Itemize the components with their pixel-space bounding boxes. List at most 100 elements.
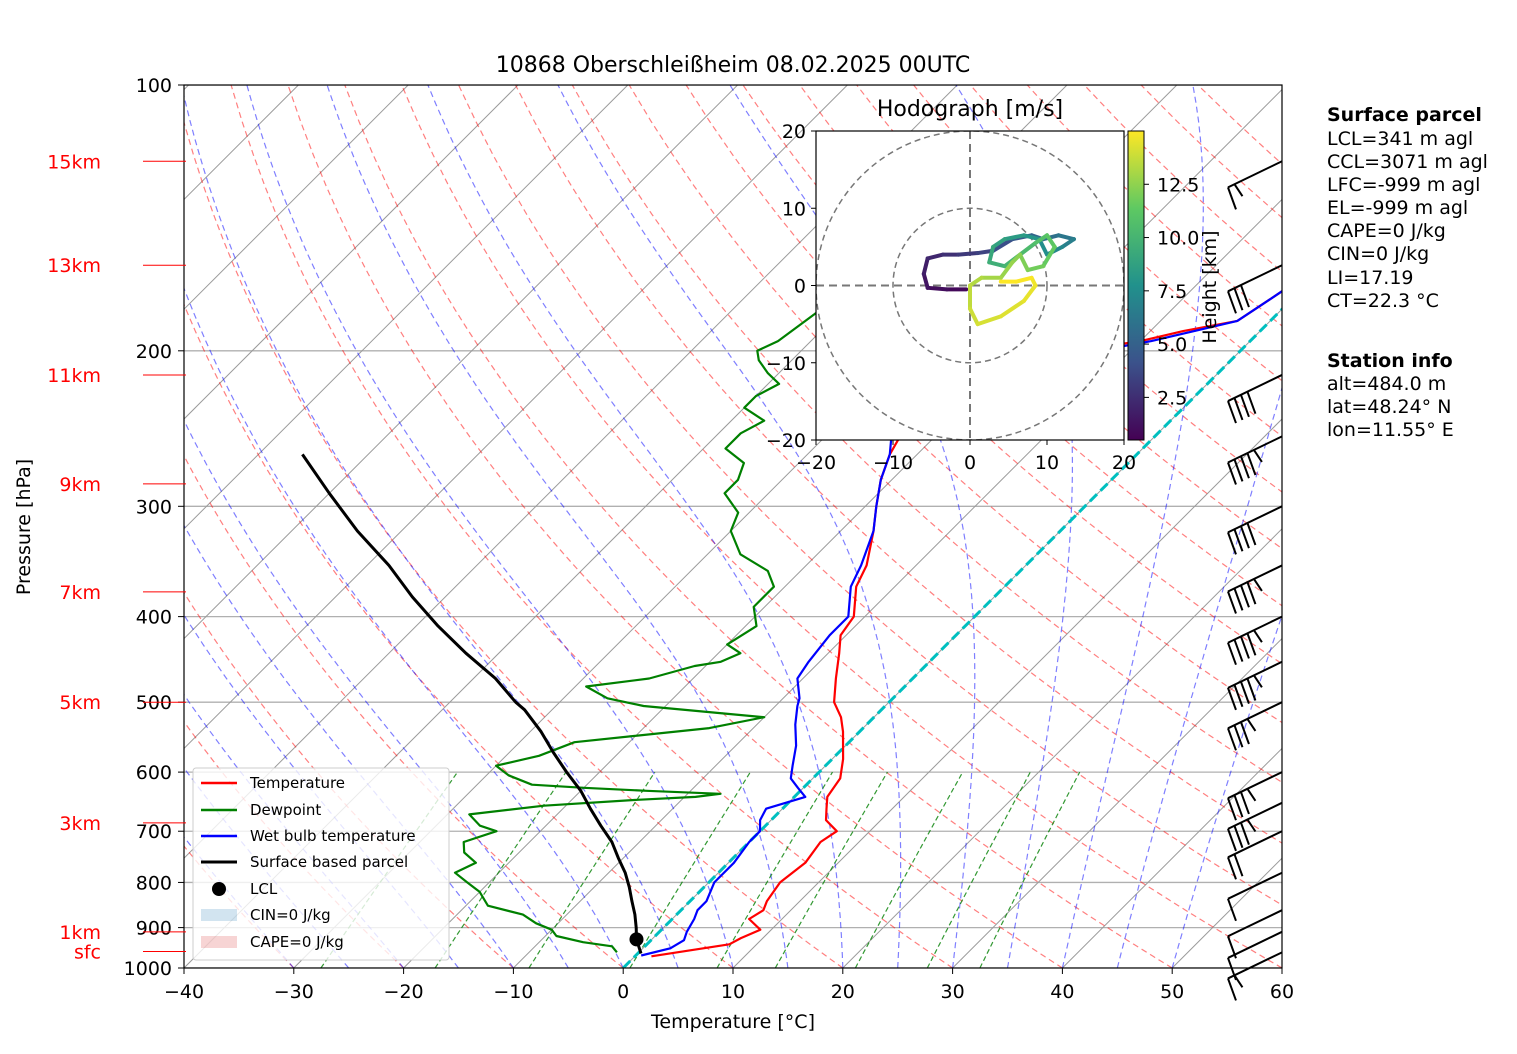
- wind-barb-shaft: [1227, 564, 1283, 593]
- hodograph-y-label: 20: [782, 121, 806, 143]
- y-tick-label: 100: [136, 75, 172, 97]
- hodograph-segment: [1041, 244, 1057, 269]
- moist-adiabat-line: [326, 85, 789, 968]
- wind-barbs: [1227, 160, 1283, 1001]
- legend-label-wetbulb: Wet bulb temperature: [250, 827, 416, 845]
- colorbar-tick-label: 2.5: [1157, 387, 1187, 409]
- wind-barb-flag: [1253, 674, 1263, 688]
- x-tick-label: 50: [1160, 981, 1184, 1003]
- hodograph-ring: [892, 207, 1048, 364]
- isotherm-line: [184, 85, 738, 640]
- x-tick-label: −30: [274, 981, 314, 1003]
- colorbar-tick-label: 5.0: [1157, 334, 1187, 356]
- wind-barb-shaft: [1227, 801, 1283, 830]
- mixing-ratio-line: [979, 771, 1081, 968]
- mixing-ratio-line: [854, 771, 964, 968]
- legend-label-dewpoint: Dewpoint: [250, 801, 321, 819]
- legend-label-cape: CAPE=0 J/kg: [250, 933, 344, 951]
- station-info-line: lat=48.24° N: [1327, 396, 1451, 418]
- height-label: 9km: [59, 474, 101, 496]
- wind-barb-shaft: [1227, 660, 1283, 689]
- isotherm-line: [184, 85, 519, 420]
- isotherm-line: [184, 85, 409, 310]
- wind-barb-flag: [1233, 825, 1244, 849]
- colorbar-label: Height [km]: [1199, 230, 1221, 343]
- hodograph-segment: [968, 306, 980, 327]
- isotherm-line: [184, 85, 848, 750]
- surface-parcel-title: Surface parcel: [1327, 104, 1482, 126]
- wind-barb-flag: [1233, 588, 1244, 611]
- dry-adiabat-line: [856, 85, 1282, 493]
- isotherm-line: [513, 198, 1282, 968]
- hodograph-segment: [925, 252, 946, 261]
- hodograph-x-label: −20: [796, 452, 836, 474]
- wind-barb-shaft: [1227, 930, 1283, 959]
- hodograph-title: Hodograph [m/s]: [877, 97, 1063, 122]
- hodograph-segment: [987, 260, 1007, 269]
- mixing-ratio-line: [926, 771, 1031, 968]
- mixing-ratio-line: [716, 771, 834, 968]
- legend-marker-lcl: [212, 882, 226, 896]
- moist-adiabat-line: [1171, 613, 1282, 968]
- dewpoint-line: [453, 153, 1119, 953]
- surface-parcel-line: EL=-999 m agl: [1327, 197, 1468, 219]
- y-tick-label: 1000: [124, 958, 172, 980]
- hodograph-y-label: 10: [782, 198, 806, 220]
- wind-barb-shaft: [1227, 830, 1283, 859]
- height-label: 3km: [59, 813, 101, 835]
- height-label: 11km: [47, 365, 101, 387]
- station-info-line: lon=11.55° E: [1327, 419, 1454, 441]
- surface-parcel-line: LCL=341 m agl: [1327, 128, 1473, 150]
- wind-barb: [1227, 909, 1283, 959]
- wind-barb-flag: [1233, 183, 1244, 197]
- y-tick-label: 800: [136, 872, 172, 894]
- y-tick-label: 900: [136, 918, 172, 940]
- wind-barb-flag: [1227, 400, 1237, 424]
- moist-adiabat-line: [427, 85, 844, 968]
- moist-adiabat-line: [246, 85, 734, 968]
- wind-barb-flag: [1227, 462, 1237, 485]
- hodograph-y-label: 0: [794, 276, 806, 298]
- wind-barb-flag: [1233, 794, 1244, 818]
- wind-barb-shaft: [1227, 909, 1283, 938]
- wind-barb-shaft: [1227, 264, 1283, 293]
- height-label: 5km: [59, 692, 101, 714]
- surface-parcel-line: LFC=-999 m agl: [1327, 174, 1480, 196]
- wind-barb-flag: [1233, 397, 1244, 421]
- surface-parcel-line: LI=17.19: [1327, 267, 1414, 289]
- hodograph-x-label: 10: [1035, 452, 1059, 474]
- wind-barb-flag: [1246, 818, 1257, 833]
- hodograph-segment: [998, 260, 1015, 280]
- wind-barb-flag: [1233, 724, 1244, 748]
- moist-adiabat-line: [184, 286, 624, 968]
- moist-adiabat-line: [1061, 85, 1204, 968]
- wind-barb-flag: [1246, 632, 1257, 656]
- hodograph-segment: [925, 285, 949, 292]
- legend-label-parcel: Surface based parcel: [250, 853, 408, 871]
- station-info-title: Station info: [1327, 350, 1453, 372]
- dry-adiabat-line: [514, 85, 1282, 844]
- isotherm-line: [732, 418, 1282, 968]
- chart-title: 10868 Oberschleißheim 08.02.2025 00UTC: [496, 53, 971, 78]
- wind-barb: [1227, 801, 1283, 852]
- wind-barb-shaft: [1227, 160, 1283, 189]
- x-tick-label: 20: [831, 981, 855, 1003]
- parcel-line: [301, 453, 643, 954]
- zero-isotherm-line: [622, 307, 1282, 968]
- dry-adiabat-line: [184, 302, 734, 968]
- hodograph-segment: [956, 251, 980, 257]
- moist-adiabat-line: [557, 85, 902, 968]
- mixing-ratio-line: [629, 771, 751, 968]
- legend-label-temperature: Temperature: [249, 774, 345, 792]
- y-tick-label: 300: [136, 496, 172, 518]
- surface-parcel-line: CIN=0 J/kg: [1327, 243, 1429, 265]
- hodograph-segment: [1060, 237, 1076, 249]
- hodograph-segment: [975, 314, 1003, 327]
- x-tick-label: −10: [493, 981, 533, 1003]
- hodograph-y-label: −20: [766, 430, 806, 452]
- hodograph-x-label: 0: [964, 452, 976, 474]
- hodograph-x-label: 20: [1112, 452, 1136, 474]
- isotherm-line: [842, 528, 1282, 968]
